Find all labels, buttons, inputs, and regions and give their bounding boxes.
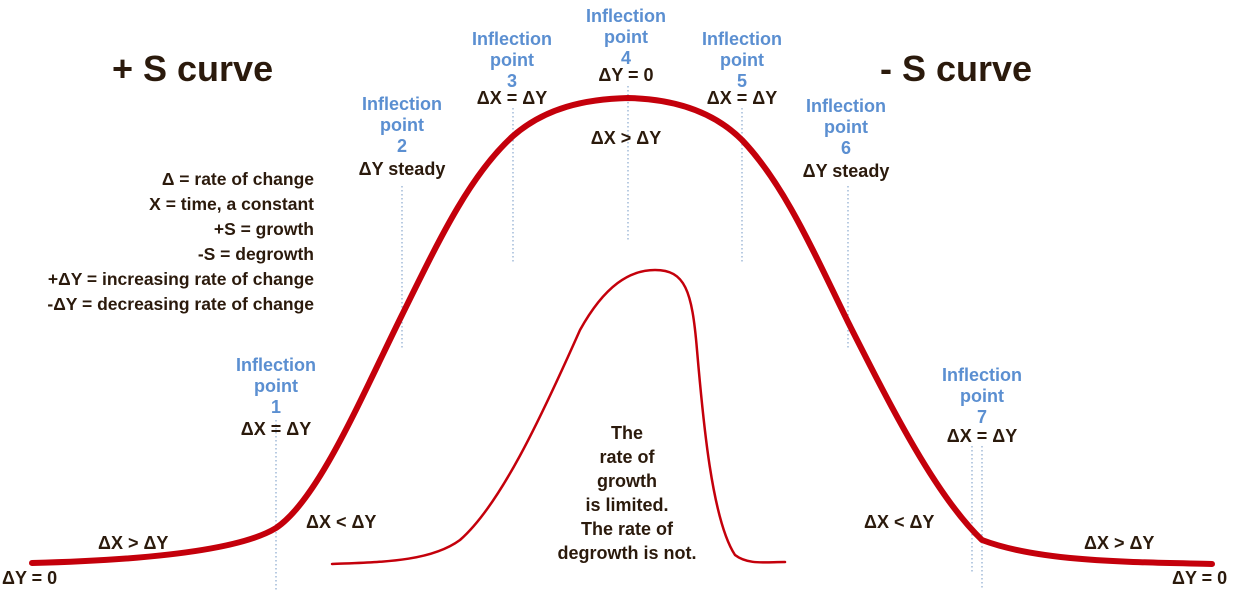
legend-item: -ΔY = decreasing rate of change [47, 294, 314, 314]
inflection-point-6: Inflection point 6 ΔY steady [786, 96, 906, 183]
inflection-label: Inflection [806, 96, 886, 116]
legend-item: +S = growth [213, 219, 314, 239]
left-dx-greater-label: ΔX > ΔY [98, 533, 169, 553]
legend: Δ = rate of change X = time, a constant … [10, 167, 314, 317]
ip7-condition: ΔX = ΔY [946, 426, 1018, 446]
inflection-number: 7 [976, 407, 987, 427]
inflection-label: Inflection [472, 29, 552, 49]
inflection-number: 2 [396, 136, 407, 156]
legend-item: +ΔY = increasing rate of change [47, 269, 314, 289]
inflection-condition: ΔX = ΔY [240, 419, 312, 439]
note-line: is limited. [585, 495, 669, 515]
inflection-condition: ΔY steady [358, 159, 446, 179]
growth-degrowth-curve [330, 268, 787, 566]
note-line: The [610, 423, 643, 443]
inflection-number: 1 [270, 397, 281, 417]
ip4-condition: ΔY = 0 [598, 65, 654, 85]
inflection-label: point [824, 117, 868, 137]
inflection-label: point [960, 386, 1004, 406]
right-dy-zero-label: ΔY = 0 [1172, 568, 1228, 588]
right-dx-less-label: ΔX < ΔY [864, 512, 935, 532]
note-line: rate of [599, 447, 655, 467]
inflection-label: Inflection [942, 365, 1022, 385]
inflection-label: point [604, 27, 648, 47]
inflection-label: Inflection [236, 355, 316, 375]
growth-note: The rate of growth is limited. The rate … [547, 421, 707, 565]
legend-item: Δ = rate of change [161, 169, 314, 189]
inflection-point-2: Inflection point 2 ΔY steady [342, 94, 462, 181]
inflection-number: 4 [620, 48, 631, 68]
inflection-number: 6 [840, 138, 851, 158]
inflection-point-4: Inflection point 4 [566, 6, 686, 69]
legend-item: X = time, a constant [149, 194, 314, 214]
inflection-point-7: Inflection point 7 [922, 365, 1042, 428]
plus-s-curve-title: + S curve [112, 48, 274, 89]
minus-s-curve-title: - S curve [880, 48, 1033, 89]
inflection-label: Inflection [586, 6, 666, 26]
note-line: degrowth is not. [557, 543, 697, 563]
ip3-condition: ΔX = ΔY [476, 88, 548, 108]
ip5-condition: ΔX = ΔY [706, 88, 778, 108]
inflection-label: point [490, 50, 534, 70]
inflection-label: point [380, 115, 424, 135]
inflection-point-1: Inflection point 1 ΔX = ΔY [216, 355, 336, 440]
legend-item: -S = degrowth [197, 244, 314, 264]
left-dy-zero-label: ΔY = 0 [2, 568, 58, 588]
right-dx-greater-label: ΔX > ΔY [1084, 533, 1155, 553]
inflection-label: Inflection [702, 29, 782, 49]
inflection-point-3: Inflection point 3 [452, 29, 572, 92]
left-dx-less-label: ΔX < ΔY [306, 512, 377, 532]
main-s-curve [29, 95, 1215, 567]
inflection-point-5: Inflection point 5 [682, 29, 802, 92]
note-line: growth [597, 471, 657, 491]
inflection-condition: ΔY steady [802, 161, 890, 181]
note-line: The rate of [580, 519, 673, 539]
inflection-number: 5 [736, 71, 747, 91]
top-dx-greater-label: ΔX > ΔY [590, 128, 662, 148]
inflection-label: point [720, 50, 764, 70]
inflection-number: 3 [506, 71, 517, 91]
inflection-label: point [254, 376, 298, 396]
inflection-label: Inflection [362, 94, 442, 114]
